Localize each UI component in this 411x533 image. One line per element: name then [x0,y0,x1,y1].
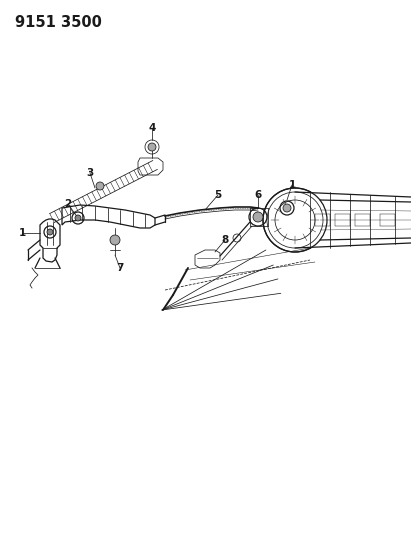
Circle shape [75,215,81,221]
Text: 2: 2 [65,199,72,209]
Circle shape [47,229,53,235]
Circle shape [253,212,263,222]
Text: 1: 1 [289,180,296,190]
Circle shape [96,182,104,190]
Text: 9151 3500: 9151 3500 [15,15,102,30]
Circle shape [283,204,291,212]
Text: 7: 7 [116,263,124,273]
Text: 8: 8 [222,235,229,245]
Text: 1: 1 [18,228,25,238]
Circle shape [110,235,120,245]
Text: 5: 5 [215,190,222,200]
Text: 4: 4 [148,123,156,133]
Circle shape [148,143,156,151]
Text: 3: 3 [86,168,94,178]
Text: 6: 6 [254,190,262,200]
